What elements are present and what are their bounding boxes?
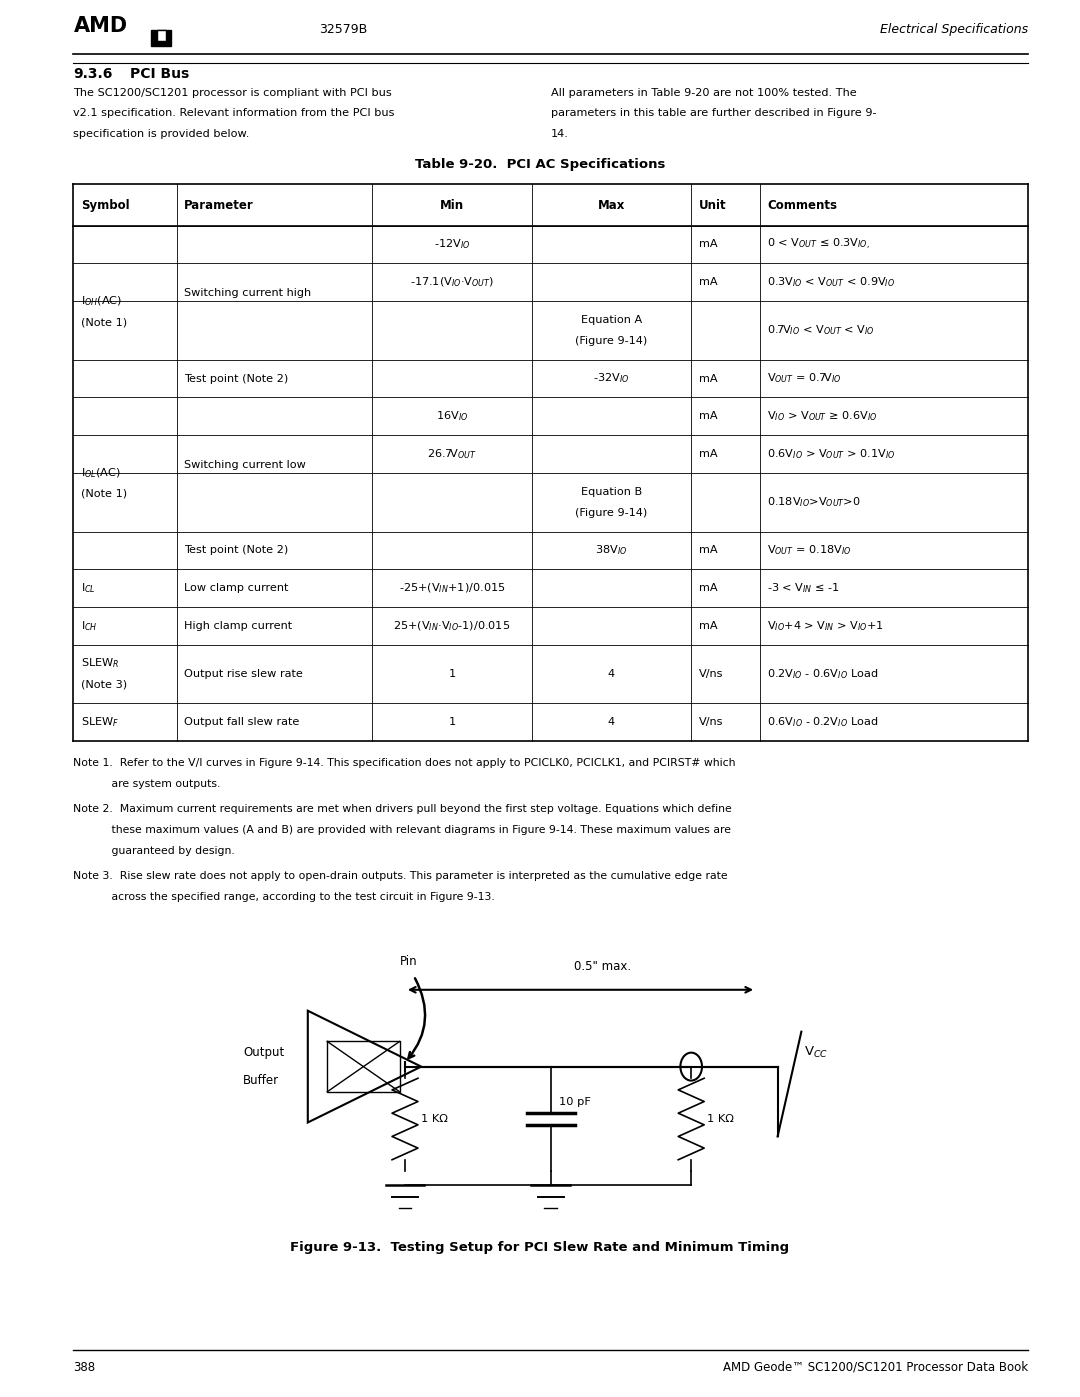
Text: are system outputs.: are system outputs.	[73, 780, 220, 789]
Text: Min: Min	[440, 198, 464, 211]
Text: Equation B: Equation B	[581, 486, 642, 497]
Text: I$_{OL}$(AC): I$_{OL}$(AC)	[81, 467, 121, 479]
Text: -3 < V$_{IN}$ ≤ -1: -3 < V$_{IN}$ ≤ -1	[768, 581, 840, 595]
Text: Output: Output	[243, 1046, 284, 1059]
Text: SLEW$_R$: SLEW$_R$	[81, 657, 120, 671]
Text: V$_{OUT}$ = 0.7V$_{IO}$: V$_{OUT}$ = 0.7V$_{IO}$	[768, 372, 842, 386]
Text: Test point (Note 2): Test point (Note 2)	[184, 545, 288, 556]
Text: 0.2V$_{IO}$ - 0.6V$_{IO}$ Load: 0.2V$_{IO}$ - 0.6V$_{IO}$ Load	[768, 668, 879, 680]
Text: 0.18V$_{IO}$>V$_{OUT}$>0: 0.18V$_{IO}$>V$_{OUT}$>0	[768, 496, 861, 509]
Text: parameters in this table are further described in Figure 9-: parameters in this table are further des…	[551, 109, 876, 119]
Text: I$_{CL}$: I$_{CL}$	[81, 581, 96, 595]
Text: 26.7V$_{OUT}$: 26.7V$_{OUT}$	[428, 447, 476, 461]
Text: Buffer: Buffer	[243, 1074, 279, 1087]
Text: (Figure 9-14): (Figure 9-14)	[576, 507, 648, 518]
Text: Table 9-20.  PCI AC Specifications: Table 9-20. PCI AC Specifications	[415, 158, 665, 170]
Text: mA: mA	[699, 583, 717, 594]
Text: mA: mA	[699, 411, 717, 422]
Text: -12V$_{IO}$: -12V$_{IO}$	[434, 237, 470, 251]
Text: 0.5" max.: 0.5" max.	[573, 960, 631, 974]
Text: mA: mA	[699, 239, 717, 250]
Text: Output rise slew rate: Output rise slew rate	[184, 669, 303, 679]
Text: 16V$_{IO}$: 16V$_{IO}$	[436, 409, 468, 423]
Text: Max: Max	[597, 198, 625, 211]
Text: V/ns: V/ns	[699, 717, 724, 728]
Text: Note 3.  Rise slew rate does not apply to open-drain outputs. This parameter is : Note 3. Rise slew rate does not apply to…	[73, 872, 728, 882]
Text: 14.: 14.	[551, 129, 569, 138]
Text: 1: 1	[448, 669, 456, 679]
Text: AMD: AMD	[73, 17, 127, 36]
Text: 0.6V$_{IO}$ > V$_{OUT}$ > 0.1V$_{IO}$: 0.6V$_{IO}$ > V$_{OUT}$ > 0.1V$_{IO}$	[768, 447, 896, 461]
Text: PCI Bus: PCI Bus	[130, 67, 189, 81]
Text: Note 1.  Refer to the V/I curves in Figure 9-14. This specification does not app: Note 1. Refer to the V/I curves in Figur…	[73, 759, 735, 768]
Text: v2.1 specification. Relevant information from the PCI bus: v2.1 specification. Relevant information…	[73, 109, 395, 119]
Text: Figure 9-13.  Testing Setup for PCI Slew Rate and Minimum Timing: Figure 9-13. Testing Setup for PCI Slew …	[291, 1242, 789, 1255]
Text: Symbol: Symbol	[81, 198, 130, 211]
Text: 0.6V$_{IO}$ - 0.2V$_{IO}$ Load: 0.6V$_{IO}$ - 0.2V$_{IO}$ Load	[768, 715, 879, 729]
Text: 25+(V$_{IN}$·V$_{IO}$-1)/0.015: 25+(V$_{IN}$·V$_{IO}$-1)/0.015	[393, 619, 511, 633]
Text: High clamp current: High clamp current	[184, 620, 293, 631]
Text: V$_{IO}$+4 > V$_{IN}$ > V$_{IO}$+1: V$_{IO}$+4 > V$_{IN}$ > V$_{IO}$+1	[768, 619, 885, 633]
Text: Test point (Note 2): Test point (Note 2)	[184, 373, 288, 384]
Text: V$_{IO}$ > V$_{OUT}$ ≥ 0.6V$_{IO}$: V$_{IO}$ > V$_{OUT}$ ≥ 0.6V$_{IO}$	[768, 409, 878, 423]
Text: V$_{OUT}$ = 0.18V$_{IO}$: V$_{OUT}$ = 0.18V$_{IO}$	[768, 543, 852, 557]
Text: mA: mA	[699, 448, 717, 460]
Text: 1: 1	[448, 717, 456, 728]
Text: -25+(V$_{IN}$+1)/0.015: -25+(V$_{IN}$+1)/0.015	[399, 581, 505, 595]
Text: these maximum values (A and B) are provided with relevant diagrams in Figure 9-1: these maximum values (A and B) are provi…	[73, 826, 731, 835]
Text: (Note 1): (Note 1)	[81, 489, 127, 499]
Text: The SC1200/SC1201 processor is compliant with PCI bus: The SC1200/SC1201 processor is compliant…	[73, 88, 392, 98]
Text: 4: 4	[608, 717, 615, 728]
Text: 38V$_{IO}$: 38V$_{IO}$	[595, 543, 627, 557]
Text: 388: 388	[73, 1361, 95, 1373]
Text: I$_{OH}$(AC): I$_{OH}$(AC)	[81, 295, 122, 307]
Text: (Note 3): (Note 3)	[81, 679, 127, 690]
Text: Electrical Specifications: Electrical Specifications	[880, 24, 1028, 36]
FancyBboxPatch shape	[157, 31, 166, 41]
Text: 32579B: 32579B	[319, 24, 367, 36]
Text: 9.3.6: 9.3.6	[73, 67, 112, 81]
Text: Switching current high: Switching current high	[184, 288, 311, 298]
Text: 1 KΩ: 1 KΩ	[707, 1113, 734, 1125]
Text: 1 KΩ: 1 KΩ	[421, 1113, 448, 1125]
Text: mA: mA	[699, 277, 717, 288]
Text: Unit: Unit	[699, 198, 727, 211]
Text: SLEW$_F$: SLEW$_F$	[81, 715, 120, 729]
Text: I$_{CH}$: I$_{CH}$	[81, 619, 97, 633]
Text: mA: mA	[699, 620, 717, 631]
Text: Output fall slew rate: Output fall slew rate	[184, 717, 299, 728]
Text: 10 pF: 10 pF	[559, 1097, 592, 1108]
Text: V/ns: V/ns	[699, 669, 724, 679]
Text: All parameters in Table 9-20 are not 100% tested. The: All parameters in Table 9-20 are not 100…	[551, 88, 856, 98]
Text: Parameter: Parameter	[184, 198, 254, 211]
Text: AMD Geode™ SC1200/SC1201 Processor Data Book: AMD Geode™ SC1200/SC1201 Processor Data …	[723, 1361, 1028, 1373]
Text: Comments: Comments	[768, 198, 837, 211]
Text: V$_{CC}$: V$_{CC}$	[804, 1045, 827, 1060]
Text: across the specified range, according to the test circuit in Figure 9-13.: across the specified range, according to…	[73, 893, 496, 902]
Text: Note 2.  Maximum current requirements are met when drivers pull beyond the first: Note 2. Maximum current requirements are…	[73, 805, 732, 814]
Text: -32V$_{IO}$: -32V$_{IO}$	[593, 372, 630, 386]
Text: guaranteed by design.: guaranteed by design.	[73, 847, 235, 856]
Text: (Figure 9-14): (Figure 9-14)	[576, 335, 648, 346]
FancyBboxPatch shape	[151, 31, 171, 46]
Text: Low clamp current: Low clamp current	[184, 583, 288, 594]
Text: 0 < V$_{OUT}$ ≤ 0.3V$_{IO,}$: 0 < V$_{OUT}$ ≤ 0.3V$_{IO,}$	[768, 237, 870, 251]
Text: 0.3V$_{IO}$ < V$_{OUT}$ < 0.9V$_{IO}$: 0.3V$_{IO}$ < V$_{OUT}$ < 0.9V$_{IO}$	[768, 275, 895, 289]
Text: 0.7V$_{IO}$ < V$_{OUT}$ < V$_{IO}$: 0.7V$_{IO}$ < V$_{OUT}$ < V$_{IO}$	[768, 324, 875, 337]
Text: mA: mA	[699, 373, 717, 384]
Text: (Note 1): (Note 1)	[81, 317, 127, 327]
Text: Pin: Pin	[400, 956, 417, 968]
Text: specification is provided below.: specification is provided below.	[73, 129, 249, 138]
Text: Equation A: Equation A	[581, 314, 642, 326]
Text: 4: 4	[608, 669, 615, 679]
Text: mA: mA	[699, 545, 717, 556]
Text: -17.1(V$_{IO}$·V$_{OUT}$): -17.1(V$_{IO}$·V$_{OUT}$)	[410, 275, 494, 289]
Text: Switching current low: Switching current low	[184, 460, 306, 469]
